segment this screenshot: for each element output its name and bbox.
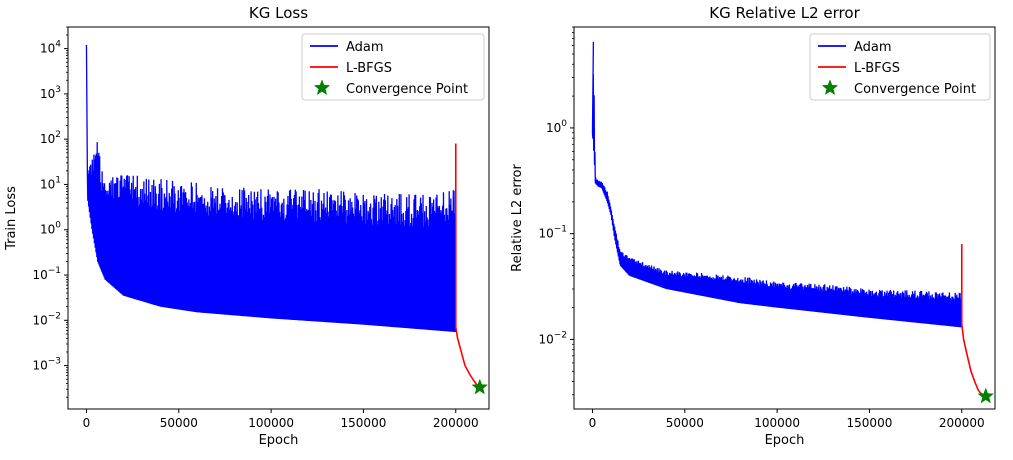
series-line-l-bfgs bbox=[960, 243, 987, 398]
legend-star-icon bbox=[821, 79, 839, 96]
y-tick-label: 100 bbox=[546, 119, 567, 135]
x-tick-label: 0 bbox=[83, 416, 91, 430]
chart-kg-loss: 0 50000 100000 150000 200000 10−3 10−2 10−1 100 1… bbox=[4, 4, 490, 448]
y-axis-label: Train Loss bbox=[4, 186, 19, 251]
axes-frame bbox=[67, 26, 490, 410]
legend-label: L-BFGS bbox=[346, 61, 392, 76]
x-tick-label: 150000 bbox=[341, 416, 387, 430]
y-tick-label: 100 bbox=[40, 221, 61, 237]
y-tick-label: 101 bbox=[40, 175, 61, 191]
chart-kg-relative-l2-error: 0 50000 100000 150000 200000 10−2 10−1 100 KG Re… bbox=[510, 4, 996, 448]
series-line-adam bbox=[591, 41, 963, 328]
y-axis-label: Relative L2 error bbox=[510, 164, 525, 272]
series-line-l-bfgs bbox=[454, 143, 481, 389]
x-tick-label: 50000 bbox=[666, 416, 704, 430]
x-tick-label: 200000 bbox=[939, 416, 985, 430]
x-tick-label: 100000 bbox=[754, 416, 800, 430]
legend-label: Convergence Point bbox=[854, 82, 976, 97]
x-tick-label: 50000 bbox=[160, 416, 198, 430]
x-axis-label: Epoch bbox=[259, 433, 299, 448]
convergence-point-marker bbox=[977, 387, 995, 404]
legend-label: Adam bbox=[854, 40, 892, 55]
x-tick-label: 200000 bbox=[433, 416, 479, 430]
y-tick-label: 10−3 bbox=[32, 357, 61, 373]
y-tick-label: 103 bbox=[40, 85, 61, 101]
chart-title: KG Relative L2 error bbox=[709, 4, 860, 22]
x-tick-label: 100000 bbox=[248, 416, 294, 430]
convergence-point-marker bbox=[471, 378, 489, 395]
series-line-adam bbox=[85, 45, 457, 333]
chart-title: KG Loss bbox=[249, 4, 308, 22]
y-tick-label: 10−1 bbox=[32, 266, 61, 282]
legend-box bbox=[301, 33, 485, 101]
x-axis-label: Epoch bbox=[765, 433, 805, 448]
legend-label: Convergence Point bbox=[346, 82, 468, 97]
legend-box bbox=[809, 33, 991, 101]
legend-label: L-BFGS bbox=[854, 61, 900, 76]
x-tick-label: 150000 bbox=[847, 416, 893, 430]
y-tick-label: 10−1 bbox=[538, 225, 567, 241]
legend-label: Adam bbox=[346, 40, 384, 55]
axes-frame bbox=[573, 26, 996, 410]
plot-area bbox=[591, 41, 987, 398]
legend: Adam L-BFGS Convergence Point bbox=[301, 33, 485, 101]
y-tick-label: 102 bbox=[40, 130, 61, 146]
legend: Adam L-BFGS Convergence Point bbox=[809, 33, 991, 101]
y-tick-label: 10−2 bbox=[32, 311, 61, 327]
y-tick-label: 104 bbox=[40, 40, 61, 56]
x-tick-label: 0 bbox=[589, 416, 597, 430]
legend-star-icon bbox=[313, 79, 331, 96]
y-tick-label: 10−2 bbox=[538, 330, 567, 346]
